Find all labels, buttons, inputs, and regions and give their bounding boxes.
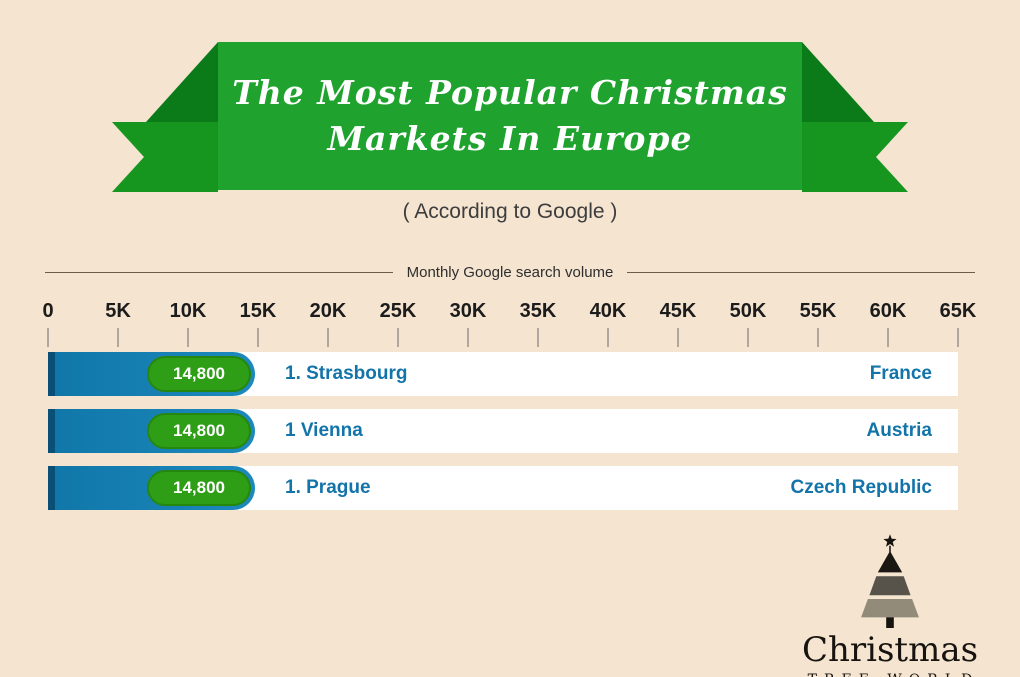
header-rule-right [627, 272, 975, 273]
x-tick-mark [537, 328, 539, 347]
value-badge: 14,800 [147, 413, 251, 449]
star-icon [883, 534, 897, 547]
chart-header: Monthly Google search volume [45, 264, 975, 281]
x-tick-label: 55K [799, 300, 837, 322]
x-axis: 0 5K 10K 15K 20K 25K 30K 35K 40K 45K 50K 55K 60K 65K [42, 300, 976, 350]
x-tick-label: 45K [659, 300, 697, 322]
x-tick-mark [47, 328, 49, 347]
market-name: 1. Prague [285, 477, 371, 498]
banner-subtitle: ( According to Google ) [402, 200, 618, 223]
chart-rows: 14,800 1. Strasbourg France 14,800 1 Vie… [48, 352, 958, 523]
x-tick-mark [817, 328, 819, 347]
value-label: 14,800 [173, 421, 225, 440]
x-tick-label: 40K [589, 300, 627, 322]
x-tick-mark [187, 328, 189, 347]
x-tick-mark [257, 328, 259, 347]
banner-title-line1: The Most Popular Christmas [232, 72, 788, 112]
ribbon-right-tail [802, 122, 908, 192]
x-tick-label: 35K [519, 300, 557, 322]
x-tick-label: 5K [105, 300, 131, 322]
x-tick-label: 25K [379, 300, 417, 322]
ribbon-left-tail [112, 122, 218, 192]
ribbon-center-panel [218, 42, 802, 190]
value-label: 14,800 [173, 364, 225, 383]
market-name: 1. Strasbourg [285, 363, 408, 384]
tree-top-segment [877, 551, 903, 573]
tree-bottom-segment [861, 599, 919, 618]
x-tick-label: 60K [869, 300, 907, 322]
x-tick-mark [467, 328, 469, 347]
x-tick-mark [677, 328, 679, 347]
header-rule-left [45, 272, 393, 273]
x-tick-label: 0 [42, 300, 54, 322]
market-name: 1 Vienna [285, 420, 363, 441]
ribbon-banner [112, 42, 908, 192]
brand-subtitle: TREE WORLD [782, 672, 998, 677]
x-tick-mark [117, 328, 119, 347]
value-badge: 14,800 [147, 470, 251, 506]
chart-row-strasbourg: 14,800 1. Strasbourg France [48, 352, 958, 396]
brand-logo: Christmas TREE WORLD [782, 532, 998, 677]
x-tick-mark [747, 328, 749, 347]
x-tick-label: 15K [239, 300, 277, 322]
search-volume-bar: 14,800 [48, 466, 255, 510]
x-tick-mark [887, 328, 889, 347]
x-tick-label: 10K [169, 300, 207, 322]
tree-middle-segment [869, 576, 911, 596]
x-tick-label: 65K [939, 300, 977, 322]
search-volume-bar: 14,800 [48, 409, 255, 453]
country-name: Czech Republic [790, 477, 932, 498]
value-badge: 14,800 [147, 356, 251, 392]
x-tick-label: 30K [449, 300, 487, 322]
x-tick-label: 50K [729, 300, 767, 322]
x-tick-mark [957, 328, 959, 347]
banner-title: The Most Popular Christmas Markets In Eu… [218, 42, 802, 190]
ribbon-left-fold [146, 42, 218, 122]
x-tick-mark [327, 328, 329, 347]
country-name: France [869, 363, 932, 384]
chart-row-prague: 14,800 1. Prague Czech Republic [48, 466, 958, 510]
value-label: 14,800 [173, 478, 225, 497]
search-volume-bar: 14,800 [48, 352, 255, 396]
christmas-tree-icon [861, 534, 919, 628]
tree-trunk [886, 617, 894, 628]
x-tick-mark [397, 328, 399, 347]
chart-row-vienna: 14,800 1 Vienna Austria [48, 409, 958, 453]
banner-title-line2: Markets In Europe [327, 119, 693, 158]
chart-title: Monthly Google search volume [406, 264, 614, 281]
country-name: Austria [866, 420, 932, 441]
brand-name: Christmas [801, 630, 979, 670]
x-tick-label: 20K [309, 300, 347, 322]
ribbon-right-fold [802, 42, 874, 122]
x-tick-mark [607, 328, 609, 347]
